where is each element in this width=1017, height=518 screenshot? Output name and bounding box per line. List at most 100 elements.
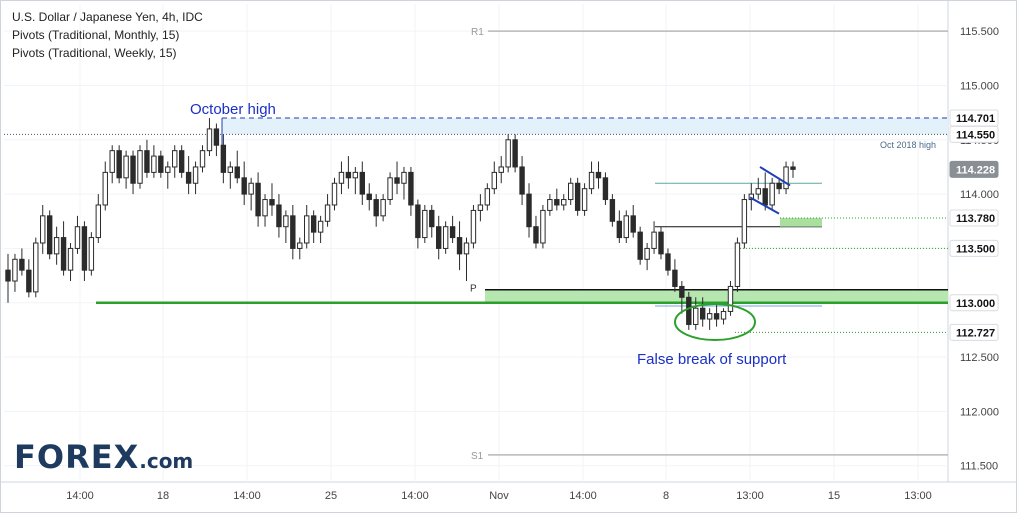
candle-body [331, 182, 338, 206]
candle-body [776, 182, 782, 190]
candle-body [602, 177, 609, 201]
candle-body [12, 258, 18, 282]
logo-main-text: FOREX [14, 438, 140, 476]
x-tick-label: 14:00 [569, 490, 597, 502]
candle-body [609, 199, 616, 222]
flag-upper-line [759, 166, 791, 187]
candle-body [324, 204, 331, 222]
candle-body [512, 139, 518, 168]
price-badge [949, 323, 999, 341]
logo-suffix-text: .com [139, 449, 194, 473]
candle-body [505, 139, 511, 168]
candle-body [220, 144, 227, 173]
candle-body [449, 226, 456, 239]
candle-body [137, 150, 143, 184]
price-badge [949, 294, 999, 312]
candle-body [665, 253, 671, 271]
candle-body [151, 155, 157, 173]
candle-body [88, 237, 95, 271]
candle-body [748, 193, 755, 201]
candle-body [269, 199, 275, 206]
candle-body [699, 307, 706, 320]
pivot-label-r1: R1 [471, 27, 484, 38]
annotation-oct-2018-high: Oct 2018 high [880, 140, 936, 150]
candle-body [783, 166, 789, 190]
candle-body [401, 171, 407, 184]
candle-body [248, 182, 254, 195]
candle-body [345, 171, 352, 179]
candle-body [206, 128, 213, 152]
candle-body [33, 242, 39, 293]
x-tick-label: 18 [157, 490, 169, 502]
candle-body [178, 150, 185, 173]
candle-body [769, 182, 775, 206]
candle-body [644, 247, 650, 260]
candle-body [53, 237, 60, 255]
y-tick-label: 115.000 [960, 80, 999, 92]
candle-body [651, 231, 657, 249]
candle-body [630, 215, 636, 233]
x-tick-label: 14:00 [401, 490, 429, 502]
y-tick-label: 111.500 [960, 461, 998, 473]
y-tick-label: 112.500 [960, 352, 999, 364]
candle-body [199, 150, 206, 168]
pivot-weekly-label: Pivots (Traditional, Weekly, 15) [12, 46, 177, 60]
candle-body [130, 155, 136, 184]
candle-body [192, 166, 199, 184]
candle-body [116, 150, 122, 179]
candle-body [470, 209, 477, 244]
candle-body [637, 231, 643, 260]
price-badge [949, 209, 999, 227]
candle-body [213, 128, 220, 146]
candle-body [741, 199, 748, 244]
candle-body [241, 177, 247, 195]
candle-body [755, 188, 761, 195]
annotation-false-break: False break of support [637, 351, 787, 368]
candle-body [276, 204, 282, 228]
candle-body [317, 220, 324, 233]
candle-body [581, 188, 588, 211]
x-tick-label: 14:00 [233, 490, 261, 502]
y-tick-label: 114.000 [960, 189, 999, 201]
candle-body [60, 237, 67, 271]
x-tick-label: Nov [489, 490, 509, 502]
candle-body [727, 285, 734, 312]
chart-symbol-title: U.S. Dollar / Japanese Yen, 4h, IDC [12, 10, 203, 24]
candle-body [165, 166, 171, 173]
candle-body [547, 199, 553, 211]
y-tick-label: 115.500 [960, 26, 999, 38]
candle-body [436, 226, 442, 249]
candle-body [46, 215, 53, 255]
candle-body [790, 166, 796, 170]
candle-body [290, 215, 296, 249]
candle-body [595, 171, 602, 179]
candle-body [526, 193, 532, 228]
flag-lower-line [749, 196, 780, 215]
candle-body [359, 171, 365, 195]
candle-body [338, 171, 345, 184]
support-zone [485, 289, 948, 303]
candle-body [144, 150, 150, 173]
candle-body [477, 204, 484, 211]
candle-body [720, 310, 727, 320]
candle-body [693, 307, 699, 325]
candle-body [623, 215, 629, 239]
x-tick-label: 13:00 [904, 490, 932, 502]
candle-body [304, 215, 310, 244]
candle-body [706, 313, 713, 320]
pivot-label-p: P [470, 284, 477, 295]
price-badge [949, 239, 999, 257]
candle-body [533, 226, 539, 244]
candle-body [352, 171, 359, 179]
candle-body [658, 231, 664, 255]
candle-body [172, 150, 178, 168]
pivot-label-s1: S1 [471, 451, 484, 462]
candle-body [567, 182, 574, 201]
price-badge-label: 113.780 [956, 213, 995, 225]
candle-body [456, 237, 463, 255]
candle-body [74, 226, 81, 249]
annotation-october-high: October high [190, 101, 276, 118]
price-badge-label: 113.500 [956, 243, 995, 255]
